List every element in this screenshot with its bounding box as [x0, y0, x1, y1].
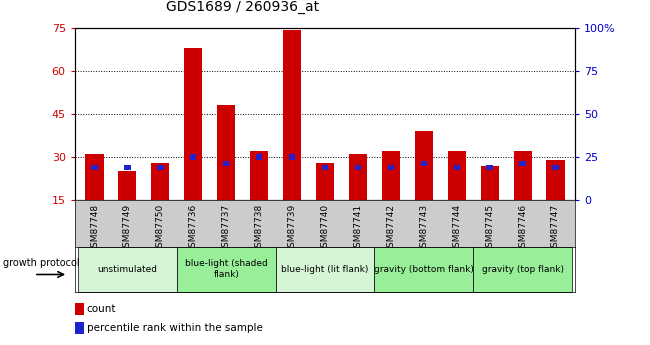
Bar [151, 163, 170, 200]
Bar [421, 161, 427, 166]
Bar [355, 165, 361, 170]
Bar [75, 322, 84, 334]
FancyBboxPatch shape [78, 247, 177, 292]
Bar [514, 151, 532, 200]
Text: GSM87744: GSM87744 [452, 204, 462, 253]
Bar [382, 151, 400, 200]
Bar [85, 154, 103, 200]
Text: gravity (top flank): gravity (top flank) [482, 265, 564, 274]
Text: GSM87742: GSM87742 [386, 204, 395, 253]
Bar [75, 303, 84, 315]
Bar [486, 165, 493, 170]
FancyBboxPatch shape [276, 247, 374, 292]
Text: GSM87748: GSM87748 [90, 204, 99, 253]
Bar [547, 160, 565, 200]
Bar [316, 163, 334, 200]
Text: GSM87740: GSM87740 [320, 204, 330, 253]
Bar [480, 166, 499, 200]
Bar [157, 165, 164, 170]
Text: GSM87745: GSM87745 [485, 204, 494, 253]
Bar [223, 161, 229, 166]
FancyBboxPatch shape [473, 247, 572, 292]
Text: GSM87746: GSM87746 [518, 204, 527, 253]
Bar [415, 131, 433, 200]
Text: GSM87736: GSM87736 [188, 204, 198, 253]
Bar [92, 165, 98, 170]
Text: blue-light (lit flank): blue-light (lit flank) [281, 265, 369, 274]
Bar [250, 151, 268, 200]
Text: gravity (bottom flank): gravity (bottom flank) [374, 265, 474, 274]
Bar [124, 165, 131, 170]
Text: percentile rank within the sample: percentile rank within the sample [86, 323, 263, 333]
Text: GSM87737: GSM87737 [222, 204, 231, 253]
Bar [190, 155, 196, 159]
Bar [552, 165, 558, 170]
Bar [349, 154, 367, 200]
Text: GSM87750: GSM87750 [156, 204, 165, 253]
Text: GSM87739: GSM87739 [287, 204, 296, 253]
Text: GSM87749: GSM87749 [123, 204, 132, 253]
Bar [454, 165, 460, 170]
Bar [519, 161, 526, 166]
Text: unstimulated: unstimulated [98, 265, 157, 274]
Bar [118, 171, 136, 200]
Text: GSM87747: GSM87747 [551, 204, 560, 253]
Bar [387, 165, 394, 170]
Text: GSM87743: GSM87743 [419, 204, 428, 253]
Bar [322, 165, 328, 170]
FancyBboxPatch shape [177, 247, 276, 292]
Text: GDS1689 / 260936_at: GDS1689 / 260936_at [166, 0, 319, 14]
Text: growth protocol: growth protocol [3, 258, 80, 268]
Text: blue-light (shaded
flank): blue-light (shaded flank) [185, 259, 268, 279]
Bar [289, 155, 295, 159]
Bar [184, 48, 202, 200]
Text: GSM87738: GSM87738 [255, 204, 264, 253]
Text: count: count [86, 304, 116, 314]
Bar [448, 151, 466, 200]
FancyBboxPatch shape [374, 247, 473, 292]
Bar [256, 155, 263, 159]
Bar [283, 30, 301, 200]
Bar [217, 105, 235, 200]
Text: GSM87741: GSM87741 [354, 204, 363, 253]
